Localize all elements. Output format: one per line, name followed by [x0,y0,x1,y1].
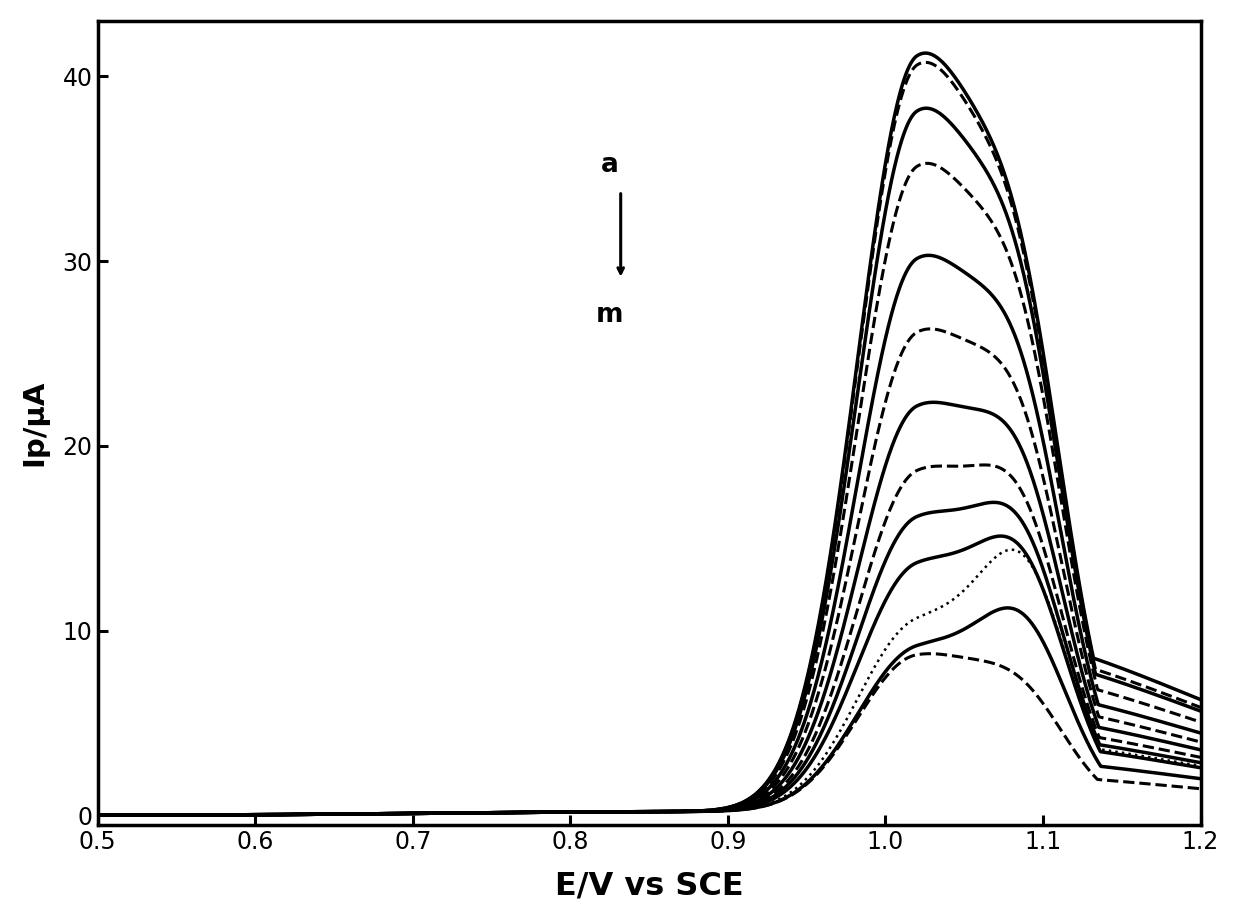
Text: a: a [600,152,619,178]
Text: m: m [596,301,624,327]
Y-axis label: Ip/μA: Ip/μA [21,380,48,466]
X-axis label: E/V vs SCE: E/V vs SCE [554,870,743,901]
